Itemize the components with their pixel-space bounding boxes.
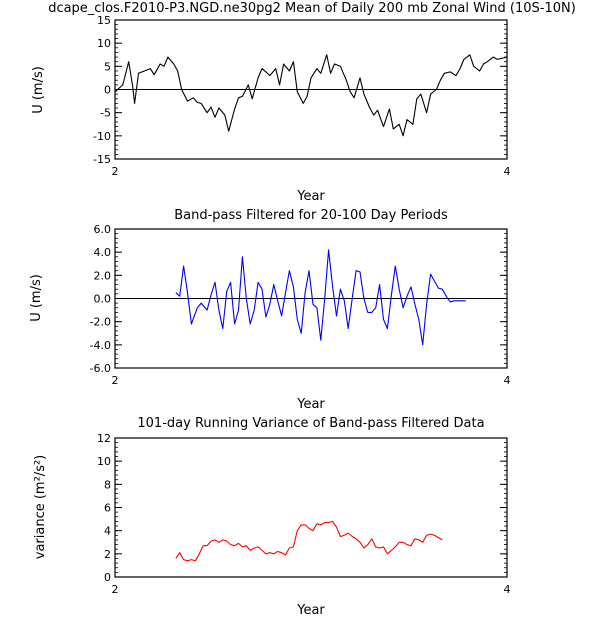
panel-zonal-wind-title: dcape_clos.F2010-P3.NGD.ne30pg2 Mean of … (48, 1, 576, 16)
panel-zonal-wind-ylabel: U (m/s) (31, 66, 46, 114)
panel-variance-ytick-label: 8 (104, 478, 111, 491)
panel-variance-ytick-label: 6 (104, 502, 111, 515)
panel-bandpass-xtick-label: 4 (504, 374, 511, 387)
panel-zonal-wind: dcape_clos.F2010-P3.NGD.ne30pg2 Mean of … (31, 1, 576, 204)
panel-zonal-wind-ticks: -15 -10 -5 0 5 10 15 2 4 (93, 14, 510, 178)
panel-zonal-wind-ytick-label: 15 (97, 14, 111, 27)
panel-variance: 101-day Running Variance of Band-pass Fi… (33, 416, 511, 618)
panel-zonal-wind-xlabel: Year (296, 189, 325, 204)
panel-variance-ytick-label: 12 (97, 432, 111, 445)
panel-bandpass: Band-pass Filtered for 20-100 Day Period… (29, 208, 511, 412)
panel-bandpass-title: Band-pass Filtered for 20-100 Day Period… (174, 208, 448, 223)
panel-bandpass-ytick-label: 2.0 (94, 269, 112, 282)
panel-zonal-wind-ytick-label: 0 (104, 84, 111, 97)
panel-bandpass-ytick-label: -6.0 (90, 362, 111, 375)
panel-variance-xtick-label: 4 (504, 583, 511, 596)
panel-bandpass-ytick-label: 4.0 (94, 246, 112, 259)
panel-variance-ytick-label: 2 (104, 548, 111, 561)
panel-zonal-wind-xtick-label: 2 (112, 165, 119, 178)
panel-zonal-wind-ytick-label: -5 (100, 107, 111, 120)
panel-zonal-wind-ytick-label: -15 (93, 153, 111, 166)
panel-bandpass-ytick-label: -2.0 (90, 316, 111, 329)
panel-bandpass-series-line (175, 249, 466, 346)
panel-bandpass-ytick-label: -4.0 (90, 339, 111, 352)
panel-zonal-wind-marks (114, 54, 508, 137)
panel-bandpass-marks (115, 249, 507, 346)
panel-bandpass-xlabel: Year (296, 397, 325, 412)
panel-bandpass-xtick-label: 2 (112, 374, 119, 387)
panel-variance-marks (175, 520, 443, 562)
panel-bandpass-ticks: -6.0 -4.0 -2.0 0.0 2.0 4.0 6.0 2 4 (90, 223, 511, 387)
panel-zonal-wind-xtick-label: 4 (504, 165, 511, 178)
panel-bandpass-ytick-label: 0.0 (94, 293, 112, 306)
panel-bandpass-ytick-label: 6.0 (94, 223, 112, 236)
panel-variance-xtick-label: 2 (112, 583, 119, 596)
panel-variance-ytick-label: 4 (104, 525, 111, 538)
panel-variance-title: 101-day Running Variance of Band-pass Fi… (137, 416, 484, 431)
panel-zonal-wind-ytick-label: 5 (104, 60, 111, 73)
panel-variance-frame (114, 437, 508, 578)
panel-bandpass-frame (114, 228, 508, 369)
panel-zonal-wind-ytick-label: 10 (97, 37, 111, 50)
panel-variance-xlabel: Year (296, 603, 325, 618)
panel-variance-ytick-label: 0 (104, 571, 111, 584)
panel-variance-ytick-label: 10 (97, 455, 111, 468)
panel-zonal-wind-ytick-label: -10 (93, 130, 111, 143)
panel-zonal-wind-series-line (114, 54, 508, 137)
panel-variance-series-line (175, 520, 443, 562)
panel-zonal-wind-frame (114, 19, 508, 160)
panel-bandpass-ylabel: U (m/s) (29, 274, 44, 322)
panel-variance-ylabel: variance (m²/s²) (33, 455, 48, 559)
